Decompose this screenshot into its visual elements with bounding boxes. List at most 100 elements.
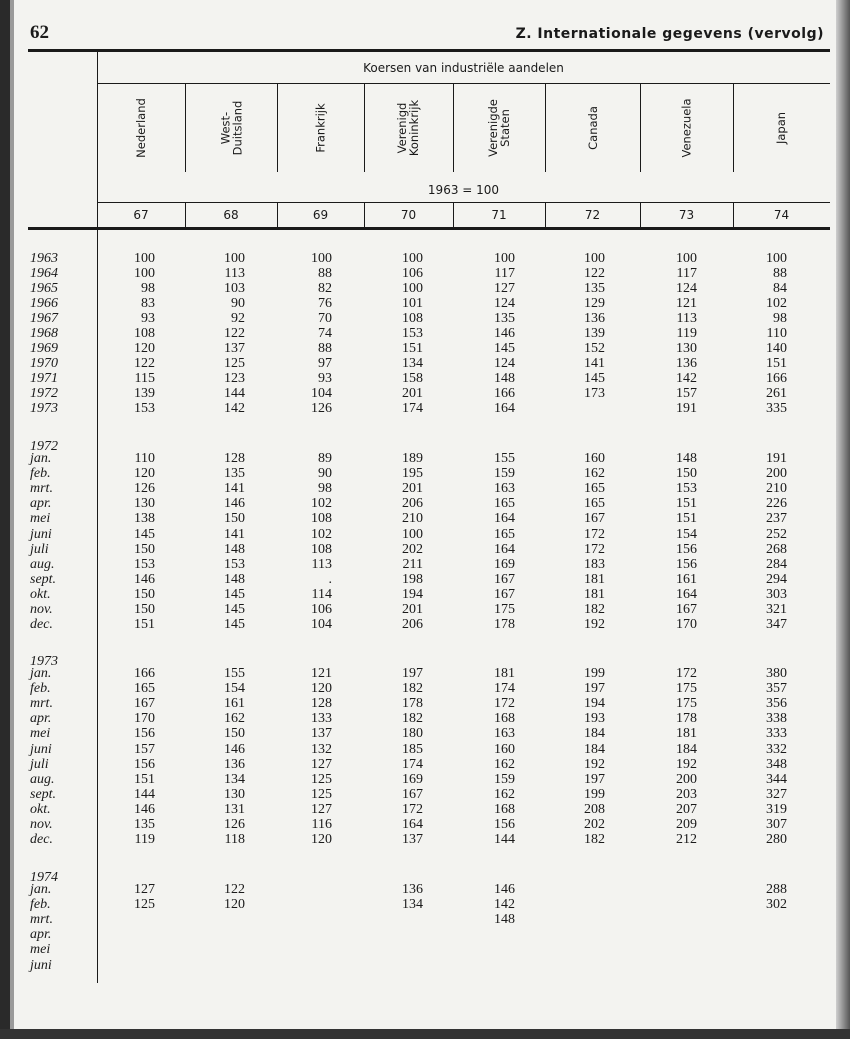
row-label: 1971 (30, 371, 58, 386)
column-header-label: Japan (774, 111, 789, 145)
table-cell: 88 (318, 266, 332, 281)
row-label: juli (30, 541, 49, 557)
table-cell: 170 (134, 711, 155, 727)
column-divider (640, 84, 641, 172)
table-cell: 181 (676, 726, 697, 742)
table-cell: 167 (134, 696, 155, 712)
table-cell: 128 (224, 451, 245, 466)
column-divider (277, 84, 278, 172)
table-cell: 173 (584, 386, 605, 401)
row-label: 1965 (30, 281, 58, 296)
table-cell: 146 (134, 801, 155, 817)
section-year-label: 1973 (30, 654, 58, 669)
table-cell: 170 (676, 617, 697, 633)
table-cell: 135 (224, 466, 245, 482)
number-rule (97, 202, 830, 203)
table-cell: 100 (224, 251, 245, 266)
table-cell: 84 (773, 281, 787, 296)
table-cell: 164 (494, 401, 515, 416)
table-cell: 102 (311, 526, 332, 542)
table-cell: 164 (676, 586, 697, 602)
table-cell: 158 (402, 371, 423, 386)
table-cell: 150 (134, 586, 155, 602)
row-label: 1973 (30, 401, 58, 416)
table-cell: 125 (134, 897, 155, 913)
table-cell: 344 (766, 771, 787, 787)
table-cell: 172 (676, 666, 697, 681)
column-header: West- Duitsland (185, 86, 277, 170)
table-cell: 181 (584, 571, 605, 587)
table-cell: 175 (494, 602, 515, 617)
table-cell: 148 (224, 571, 245, 587)
table-cell: 202 (584, 817, 605, 832)
table-cell: 134 (402, 897, 423, 913)
table-cell: 210 (402, 511, 423, 527)
row-label: apr. (30, 711, 52, 727)
stub-divider (97, 51, 98, 983)
table-cell: 191 (676, 401, 697, 416)
row-label: juni (30, 957, 52, 973)
table-cell: 162 (224, 711, 245, 727)
table-title: Koersen van industriële aandelen (363, 61, 564, 75)
table-cell: 199 (584, 666, 605, 681)
column-divider (185, 84, 186, 172)
table-cell: 303 (766, 586, 787, 602)
table-cell: 93 (318, 371, 332, 386)
table-cell: 182 (584, 832, 605, 848)
table-cell: 97 (318, 356, 332, 371)
table-cell: 153 (134, 401, 155, 416)
table-cell: 113 (676, 311, 697, 326)
table-cell: 135 (134, 817, 155, 832)
table-cell: 144 (134, 786, 155, 802)
table-cell: 193 (584, 711, 605, 727)
table-cell: 154 (676, 526, 697, 542)
table-cell: 126 (224, 817, 245, 832)
table-cell: 189 (402, 451, 423, 466)
table-cell: 166 (766, 371, 787, 386)
table-cell: 126 (311, 401, 332, 416)
row-label: mei (30, 511, 51, 527)
column-header-label: Frankrijk (313, 103, 328, 153)
table-cell: 195 (402, 466, 423, 482)
table-cell: 174 (402, 401, 423, 416)
table-cell: 151 (134, 617, 155, 633)
table-cell: 117 (494, 266, 515, 281)
table-cell: 167 (584, 511, 605, 527)
table-cell: 178 (676, 711, 697, 727)
table-cell: 155 (224, 666, 245, 681)
table-cell: 209 (676, 817, 697, 832)
table-cell: 327 (766, 786, 787, 802)
column-divider (545, 84, 546, 172)
column-number: 70 (400, 208, 417, 222)
table-cell: 146 (224, 496, 245, 512)
table-cell: 155 (494, 451, 515, 466)
table-cell: 100 (134, 251, 155, 266)
row-label: mei (30, 942, 51, 958)
table-cell: 119 (134, 832, 155, 848)
column-divider (364, 203, 365, 227)
table-cell: 184 (676, 741, 697, 757)
table-cell: 154 (224, 681, 245, 697)
table-cell: 151 (766, 356, 787, 371)
column-header: Japan (733, 86, 830, 170)
row-label: mrt. (30, 912, 53, 928)
table-cell: 76 (318, 296, 332, 311)
table-cell: 199 (584, 786, 605, 802)
table-cell: 168 (494, 801, 515, 817)
table-cell: 206 (402, 617, 423, 633)
row-label: aug. (30, 556, 55, 572)
column-divider (640, 203, 641, 227)
table-cell: 139 (134, 386, 155, 401)
table-cell: 144 (224, 386, 245, 401)
table-cell: 150 (676, 466, 697, 482)
title-rule (97, 83, 830, 84)
table-cell: 159 (494, 771, 515, 787)
table-cell: 167 (402, 786, 423, 802)
table-cell: 130 (224, 786, 245, 802)
table-cell: 237 (766, 511, 787, 527)
table-cell: 185 (402, 741, 423, 757)
table-cell: 139 (584, 326, 605, 341)
table-cell: 203 (676, 786, 697, 802)
table-cell: 197 (402, 666, 423, 681)
table-cell: 157 (134, 741, 155, 757)
